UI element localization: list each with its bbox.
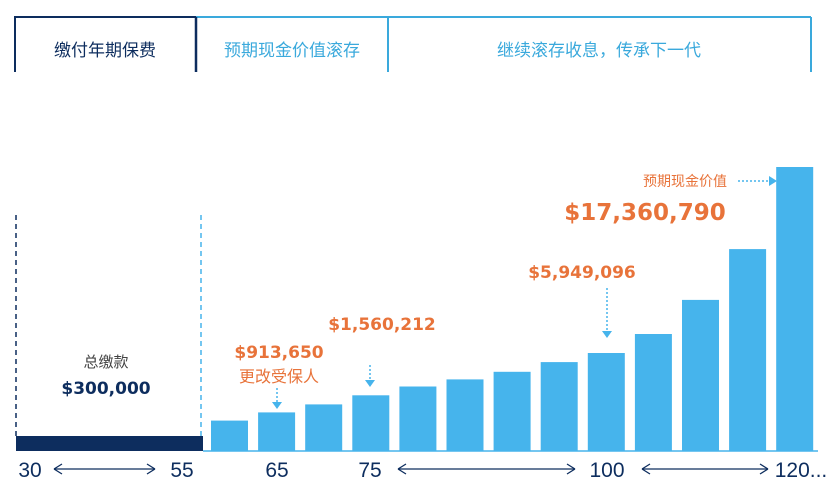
bar-2 — [305, 404, 343, 451]
phase-label-legacy: 继续滚存收息，传承下一代 — [497, 41, 701, 61]
tick-label-100: 100 — [589, 459, 624, 482]
phase-label-premium: 缴付年期保费 — [54, 41, 156, 61]
range-arrow-75-100 — [397, 463, 576, 475]
range-arrow-30-55 — [53, 463, 156, 475]
bar-7 — [540, 362, 578, 451]
tick-label-65: 65 — [265, 459, 288, 482]
tick-label-30: 30 — [18, 459, 41, 482]
annotation-5949096: $5,949,096 — [528, 263, 636, 283]
annotation-913650: $913,650 — [234, 343, 323, 363]
annotations: $913,650 更改受保人 $1,560,212 $5,949,096 预期现… — [234, 174, 777, 409]
bar-11 — [729, 249, 767, 451]
annotation-1560212: $1,560,212 — [328, 315, 436, 335]
bar-0 — [211, 420, 248, 451]
annotation-17360790: $17,360,790 — [564, 200, 726, 226]
tick-label-75: 75 — [358, 459, 381, 482]
tick-label-55: 55 — [170, 459, 193, 482]
bar-12 — [776, 167, 814, 451]
premium-bar — [16, 436, 203, 451]
phase-header: 缴付年期保费 预期现金价值滚存 继续滚存收息，传承下一代 — [14, 16, 812, 72]
bar-9 — [634, 334, 672, 451]
bar-8 — [587, 353, 625, 451]
bar-4 — [399, 386, 437, 451]
range-arrow-100-120 — [641, 463, 769, 475]
bar-5 — [446, 379, 484, 451]
annotation-cash-value-arrow — [769, 176, 777, 186]
annotation-1560212-arrow — [365, 380, 375, 387]
tick-label-120: 120... — [775, 459, 828, 482]
annotation-913650-arrow — [272, 402, 282, 409]
premium-label: 总缴款 — [83, 353, 128, 371]
annotation-913650-note: 更改受保人 — [239, 367, 319, 386]
bar-10 — [682, 299, 719, 451]
premium-value: $300,000 — [61, 379, 150, 399]
bar-6 — [493, 371, 531, 451]
annotation-5949096-arrow — [602, 331, 612, 338]
annotation-cash-value-label: 预期现金价值 — [643, 174, 727, 190]
phase-label-rollover: 预期现金价值滚存 — [224, 41, 360, 61]
bar-series — [211, 167, 814, 451]
bar-1 — [258, 412, 296, 451]
bar-3 — [352, 395, 390, 451]
x-axis: 30 55 65 75 100 120... — [18, 459, 827, 482]
